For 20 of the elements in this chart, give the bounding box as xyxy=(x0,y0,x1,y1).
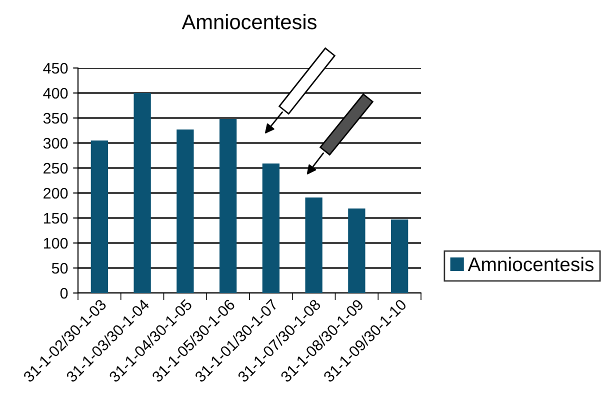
y-tick-label: 300 xyxy=(43,138,68,149)
bar xyxy=(134,93,151,293)
bar xyxy=(176,130,194,293)
bar xyxy=(305,198,322,293)
legend-label: Amniocentesis xyxy=(468,256,594,272)
bar xyxy=(348,208,366,293)
bar xyxy=(219,119,237,293)
bar xyxy=(90,140,108,293)
y-tick-label: 450 xyxy=(43,62,68,74)
y-tick-label: 250 xyxy=(44,162,68,174)
y-tick-label: 200 xyxy=(44,188,68,199)
y-tick-label: 400 xyxy=(43,88,68,99)
y-tick-label: 350 xyxy=(43,112,68,124)
y-tick-label: 150 xyxy=(44,212,68,224)
y-tick-label: 0 xyxy=(60,288,68,299)
y-tick-label: 100 xyxy=(44,238,68,249)
y-tick-label: 50 xyxy=(52,262,68,274)
bar xyxy=(390,220,408,293)
bar xyxy=(262,164,280,293)
chart-title: Amniocentesis xyxy=(182,14,316,30)
